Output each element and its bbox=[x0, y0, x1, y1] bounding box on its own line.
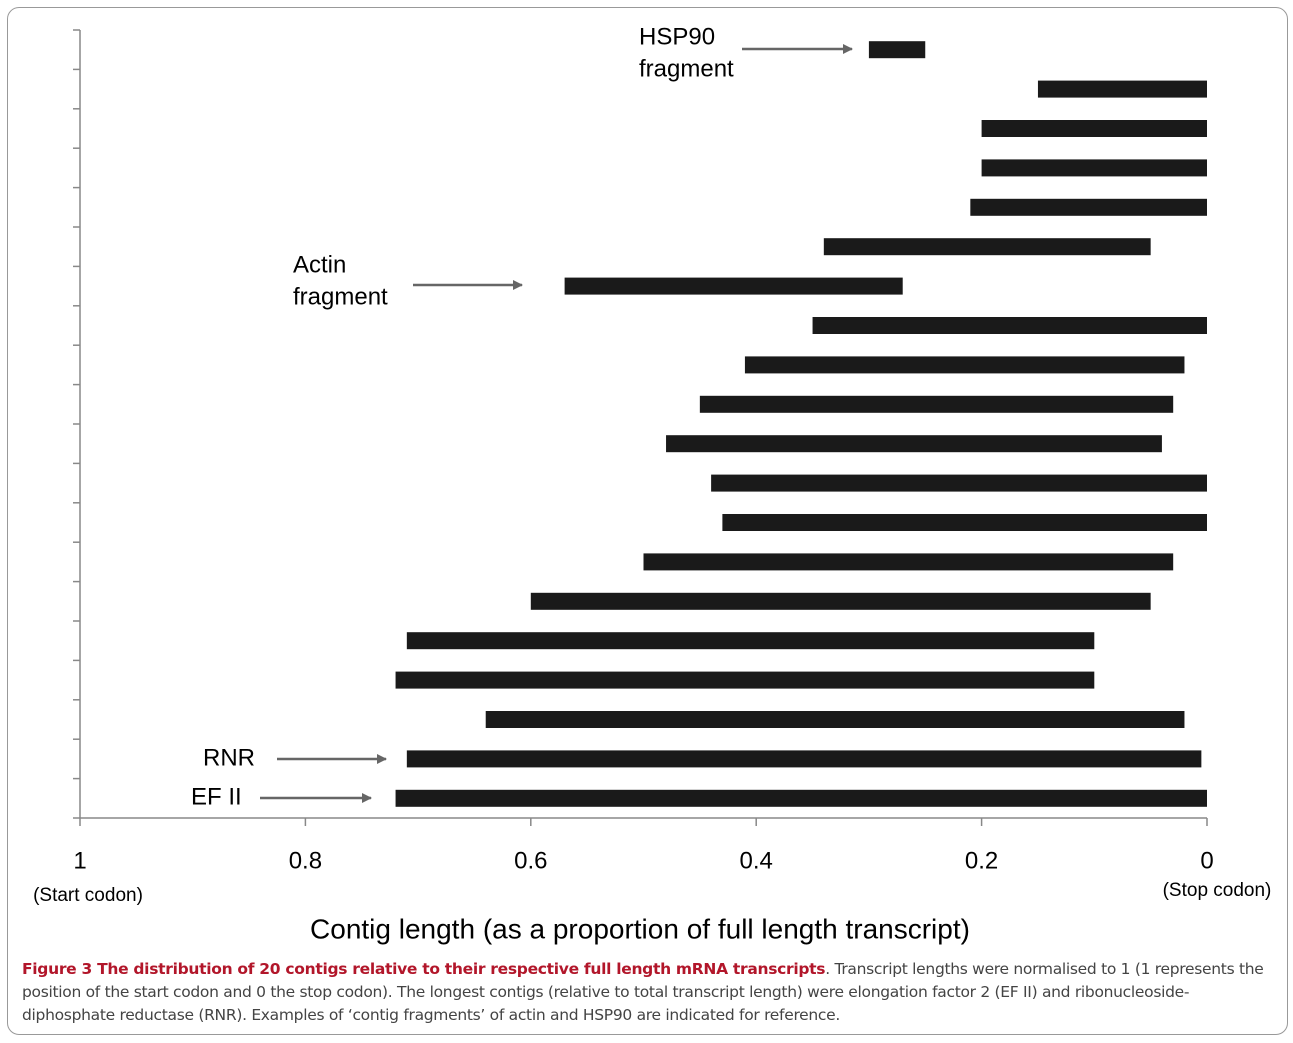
bar bbox=[406, 632, 1095, 650]
bar bbox=[744, 356, 1185, 374]
bar bbox=[722, 514, 1207, 531]
x-tick-label: 0.4 bbox=[740, 847, 773, 874]
annotation: Actin bbox=[293, 251, 346, 278]
bar bbox=[1037, 80, 1207, 98]
bar bbox=[643, 553, 1174, 571]
caption: Figure 3 The distribution of 20 contigs … bbox=[22, 958, 1280, 1027]
x-tick-label: 1 bbox=[73, 847, 86, 874]
bar bbox=[395, 789, 1207, 807]
bar bbox=[868, 41, 926, 59]
bar bbox=[981, 159, 1207, 177]
annotation: EF II bbox=[191, 783, 242, 810]
x-start-note: (Start codon) bbox=[33, 885, 143, 906]
bar bbox=[485, 711, 1185, 728]
bar bbox=[395, 671, 1095, 689]
bar bbox=[699, 395, 1174, 413]
annotation: fragment bbox=[639, 55, 734, 82]
frame bbox=[7, 7, 1288, 1035]
x-tick-label: 0 bbox=[1200, 847, 1213, 874]
x-end-note: (Stop codon) bbox=[1163, 880, 1272, 901]
bar bbox=[666, 435, 1162, 453]
annotation: HSP90 bbox=[639, 23, 715, 50]
caption-title: Figure 3 The distribution of 20 contigs … bbox=[22, 960, 826, 978]
bar bbox=[970, 198, 1207, 216]
bar bbox=[530, 592, 1151, 610]
bar bbox=[564, 277, 903, 295]
bar bbox=[812, 317, 1207, 334]
bar bbox=[406, 750, 1202, 768]
bar bbox=[823, 238, 1151, 256]
caption-text: . Transcript lengths were normalised to … bbox=[22, 960, 1264, 1024]
bar bbox=[711, 474, 1207, 492]
x-tick-label: 0.8 bbox=[289, 847, 322, 874]
annotation: fragment bbox=[293, 283, 388, 310]
chart: 1 0.8 0.6 0.4 0.2 0 (Start codon) (Stop codon) C… bbox=[33, 23, 1272, 944]
annotation: RNR bbox=[203, 744, 255, 771]
x-tick-label: 0.6 bbox=[514, 847, 547, 874]
bar bbox=[981, 120, 1207, 137]
x-tick-label: 0.2 bbox=[965, 847, 998, 874]
x-axis-title: Contig length (as a proportion of full l… bbox=[310, 913, 970, 944]
